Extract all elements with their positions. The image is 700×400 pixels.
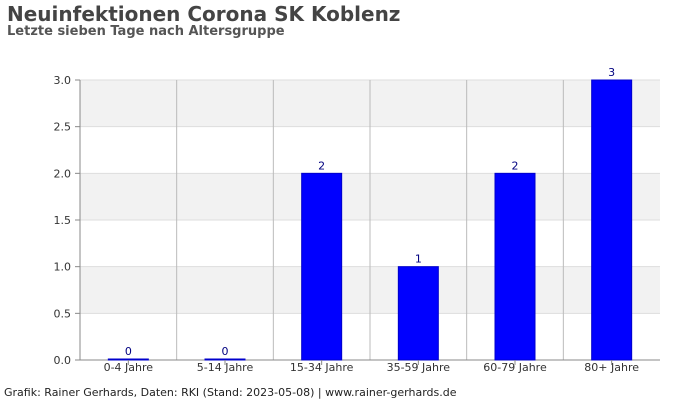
- data-label: 0: [222, 345, 229, 358]
- bar-4: [397, 266, 439, 361]
- bar-2: [204, 358, 246, 361]
- vertical-gridlines: [176, 80, 564, 360]
- y-axis-ticks: 0.0 0.5 1.0 1.5 2.0 2.5 3.0: [54, 74, 80, 367]
- y-tick-label: 1.5: [54, 214, 72, 227]
- data-labels: 0 0 2 1 2 3: [125, 66, 615, 358]
- data-label: 1: [415, 253, 422, 266]
- y-tick-label: 0.0: [54, 354, 72, 367]
- y-tick-label: 2.5: [54, 121, 72, 134]
- chart-subtitle: Letzte sieben Tage nach Altersgruppe: [7, 24, 285, 39]
- bar-5: [494, 172, 536, 361]
- data-label: 0: [125, 345, 132, 358]
- x-tick-label: 15-34 Jahre: [290, 361, 354, 374]
- x-axis-ticks: 0-4 Jahre 5-14 Jahre 15-34 Jahre 35-59 Jahr…: [104, 360, 639, 374]
- x-tick-label: 35-59 Jahre: [387, 361, 451, 374]
- x-tick-label: 5-14 Jahre: [197, 361, 254, 374]
- y-tick-label: 0.5: [54, 307, 72, 320]
- x-tick-label: 0-4 Jahre: [104, 361, 154, 374]
- data-label: 2: [512, 159, 519, 172]
- data-label: 3: [608, 66, 615, 79]
- x-tick-label: 80+ Jahre: [584, 361, 639, 374]
- y-tick-label: 1.0: [54, 261, 72, 274]
- y-tick-label: 2.0: [54, 167, 72, 180]
- bar-3: [301, 172, 343, 361]
- bars: [107, 79, 633, 361]
- bar-6: [591, 79, 633, 361]
- bar-1: [107, 358, 149, 361]
- chart-title: Neuinfektionen Corona SK Koblenz: [7, 2, 401, 26]
- data-label: 2: [318, 159, 325, 172]
- chart-footer: Grafik: Rainer Gerhards, Daten: RKI (Sta…: [4, 386, 457, 399]
- x-tick-label: 60-79 Jahre: [483, 361, 547, 374]
- y-tick-label: 3.0: [54, 74, 72, 87]
